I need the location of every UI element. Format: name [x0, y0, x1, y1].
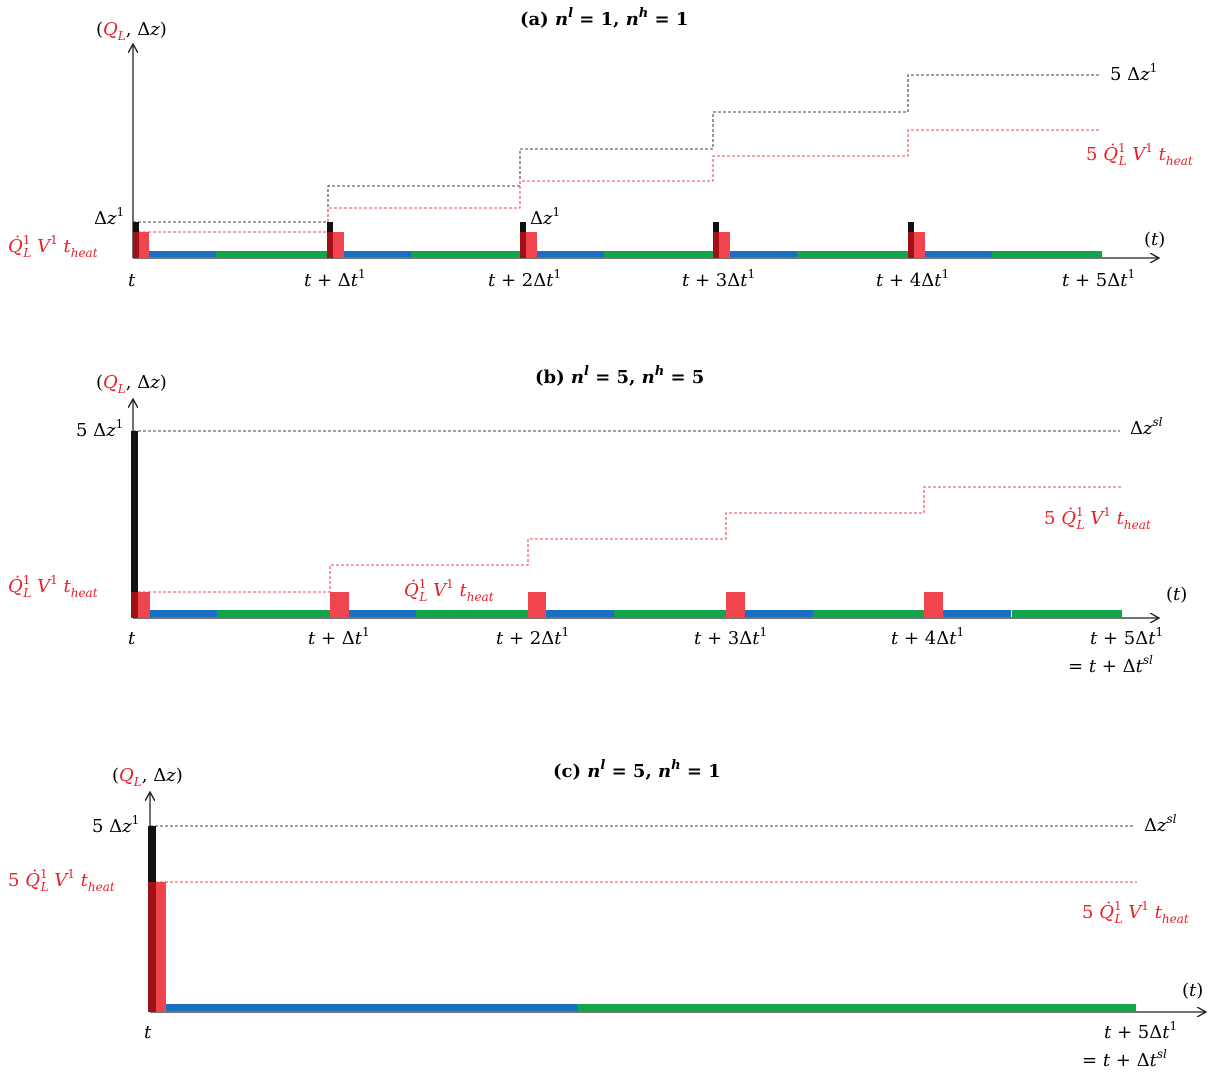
green-segment [217, 610, 330, 617]
panel-b-mid-q-label: Q̇1 L V1 theat [404, 577, 494, 604]
green-segment [216, 251, 328, 257]
blue-segment [536, 251, 604, 257]
panel-a-right-top-label: 5 Δz1 [1110, 61, 1157, 85]
panel-b: (b) nl = 5, nh = 5 (QL, Δz) (t) [8, 364, 1187, 677]
panel-a-right-bottom-label: 5 Q̇1 L V1 theat [1086, 141, 1193, 168]
x-tick-label: t + 2Δt1 [496, 625, 569, 649]
panel-a-timeline [148, 251, 1102, 257]
blue-segment [943, 610, 1011, 617]
panel-b-right-top-label: Δzsl [1130, 415, 1163, 439]
x-tick-label: t + 2Δt1 [488, 267, 561, 291]
q-bar [726, 592, 745, 618]
x-tick-label: t + 3Δt1 [682, 267, 755, 291]
panel-c-title: (c) nl = 5, nh = 1 [553, 758, 721, 782]
overlap-bar [131, 592, 138, 618]
green-segment [992, 251, 1102, 257]
green-segment [614, 610, 726, 617]
green-segment [1012, 610, 1122, 617]
panel-b-dz-label: 5 Δz1 [76, 417, 123, 441]
panel-c-dz-label: 5 Δz1 [92, 813, 139, 837]
overlap-bar [520, 232, 526, 258]
q-bar [330, 592, 349, 618]
overlap-bar [327, 232, 333, 258]
panel-b-q-staircase [133, 486, 1122, 593]
panel-c-x-axis-label: (t) [1182, 980, 1203, 1001]
x-tick-label: t + 4Δt1 [876, 267, 949, 291]
blue-segment [343, 251, 411, 257]
x-tick-extra-label: = t + Δtsl [1068, 653, 1153, 677]
green-segment [604, 251, 713, 257]
q-bar [924, 592, 943, 618]
panel-b-q-label: Q̇1 L V1 theat [8, 573, 98, 600]
panel-c-right-bottom-label: 5 Q̇1 L V1 theat [1082, 899, 1189, 926]
overlap-bar [713, 232, 719, 258]
panel-a-dz-label: Δz1 [94, 205, 124, 229]
x-tick-label: t [128, 628, 136, 649]
panel-a-title: (a) nl = 1, nh = 1 [520, 6, 688, 30]
dz-bar [131, 431, 138, 618]
blue-segment [148, 251, 216, 257]
overlap-bar [133, 232, 139, 258]
x-tick-extra-label: = t + Δtsl [1082, 1047, 1167, 1071]
q-bar [528, 592, 546, 618]
panel-a: (a) nl = 1, nh = 1 (QL, Δz) (t) [8, 6, 1193, 291]
blue-segment [924, 251, 992, 257]
x-tick-label: t + 3Δt1 [694, 625, 767, 649]
x-tick-label: t + 4Δt1 [891, 625, 964, 649]
x-tick-label: t + 5Δt1 [1104, 1019, 1177, 1043]
panel-b-right-bottom-label: 5 Q̇1 L V1 theat [1044, 505, 1151, 532]
panel-a-y-axis-label: (QL, Δz) [96, 19, 167, 43]
green-segment [416, 610, 528, 617]
blue-segment [150, 610, 217, 617]
panel-a-mid-dz-label: Δz1 [530, 205, 560, 229]
blue-segment [349, 610, 416, 617]
panel-a-x-ticks: t t + Δt1 t + 2Δt1 t + 3Δt1 t + 4Δt1 t +… [128, 267, 1135, 291]
panel-c-q-label: 5 Q̇1 L V1 theat [8, 867, 115, 894]
panel-c: (c) nl = 5, nh = 1 (QL, Δz) (t) 5 Δz1 5 … [8, 758, 1205, 1071]
panel-a-x-axis-label: (t) [1144, 229, 1165, 250]
blue-segment [729, 251, 797, 257]
panel-a-dz-staircase [133, 74, 1100, 223]
panel-c-timeline [166, 1004, 1136, 1011]
panel-c-y-axis-label: (QL, Δz) [112, 765, 183, 789]
panel-a-q-label: Q̇1 L V1 theat [8, 233, 98, 260]
panel-b-y-axis-label: (QL, Δz) [96, 372, 167, 396]
panel-a-q-staircase [133, 129, 1100, 233]
blue-segment [745, 610, 813, 617]
green-segment [813, 610, 924, 617]
panel-c-right-top-label: Δzsl [1144, 812, 1177, 836]
green-segment [411, 251, 520, 257]
panel-c-x-ticks: t t + 5Δt1 = t + Δtsl [144, 1019, 1177, 1071]
blue-segment [166, 1004, 577, 1011]
x-tick-label: t + 5Δt1 [1090, 625, 1163, 649]
green-segment [797, 251, 908, 257]
panel-c-bars [148, 826, 166, 1012]
x-tick-label: t + Δt1 [304, 267, 366, 291]
panel-b-bars [131, 431, 943, 618]
blue-segment [546, 610, 614, 617]
overlap-bar [908, 232, 914, 258]
x-tick-label: t [128, 270, 136, 291]
x-tick-label: t + 5Δt1 [1062, 267, 1135, 291]
green-segment [577, 1004, 1136, 1011]
x-tick-label: t [144, 1022, 152, 1043]
panel-a-bars [133, 222, 925, 258]
panel-b-x-ticks: t t + Δt1 t + 2Δt1 t + 3Δt1 t + 4Δt1 t +… [128, 625, 1163, 677]
overlap-bar [148, 882, 156, 1012]
x-tick-label: t + Δt1 [308, 625, 370, 649]
panel-b-x-axis-label: (t) [1166, 584, 1187, 605]
panel-b-title: (b) nl = 5, nh = 5 [535, 364, 704, 388]
panel-b-timeline [150, 610, 1122, 617]
